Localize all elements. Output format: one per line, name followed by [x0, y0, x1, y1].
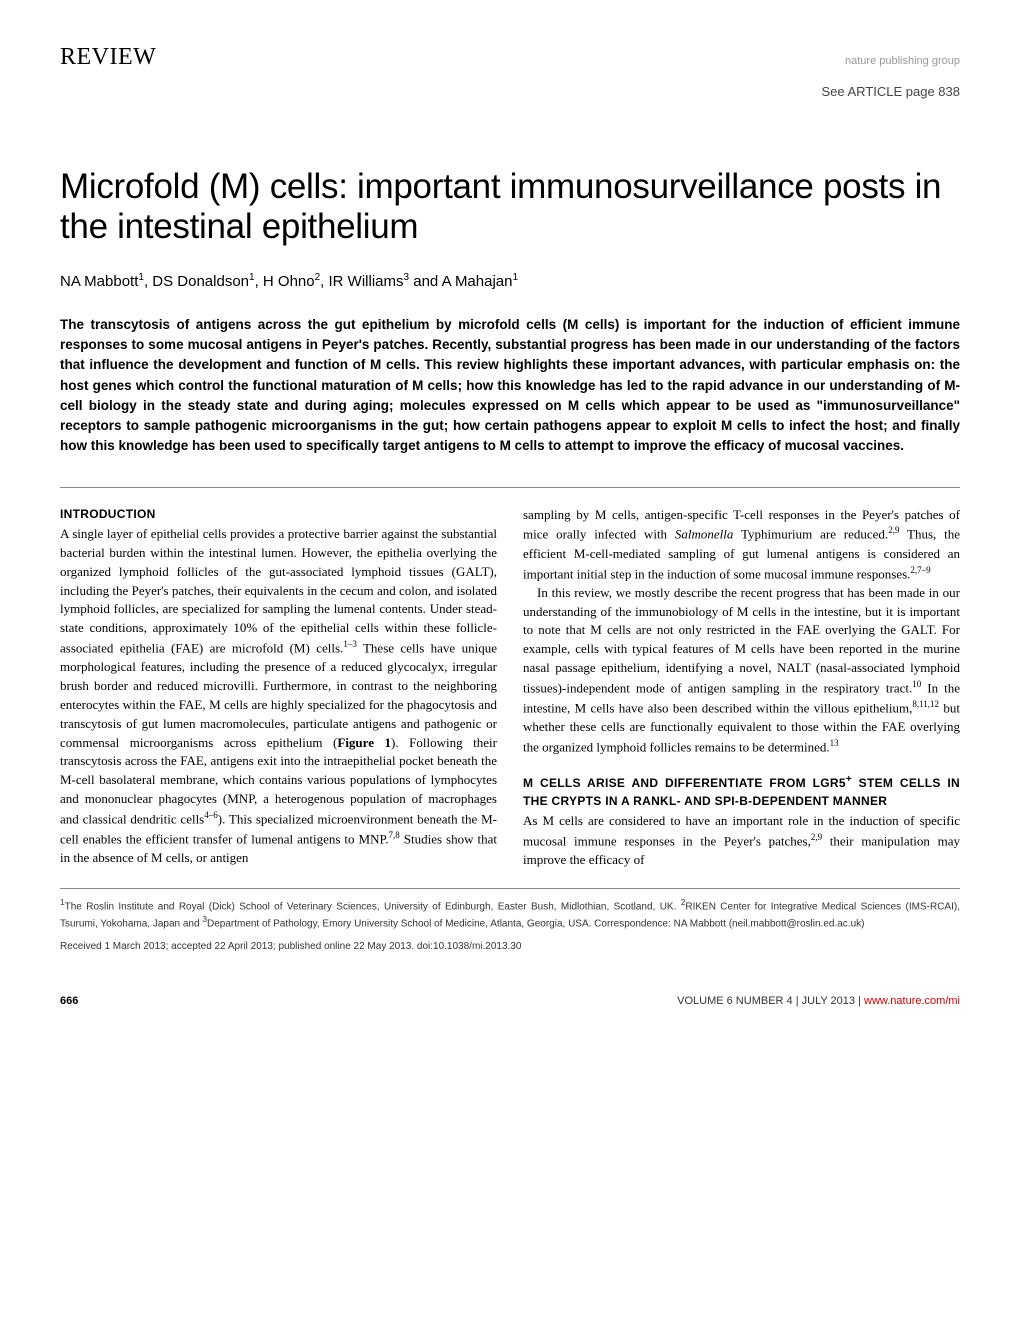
abstract: The transcytosis of antigens across the …: [60, 315, 960, 457]
volume-issue: VOLUME 6 NUMBER 4 | JULY 2013 | www.natu…: [677, 994, 960, 1010]
intro-paragraph-cont: sampling by M cells, antigen-specific T-…: [523, 506, 960, 584]
section-label: REVIEW: [60, 40, 156, 75]
section-2-heading: M CELLS ARISE AND DIFFERENTIATE FROM LGR…: [523, 773, 960, 810]
authors-line: NA Mabbott1, DS Donaldson1, H Ohno2, IR …: [60, 271, 960, 293]
page-footer: 666 VOLUME 6 NUMBER 4 | JULY 2013 | www.…: [60, 994, 960, 1010]
received-line: Received 1 March 2013; accepted 22 April…: [60, 940, 960, 955]
section-2-paragraph-1: As M cells are considered to have an imp…: [523, 812, 960, 870]
intro-paragraph-2: In this review, we mostly describe the r…: [523, 584, 960, 758]
body-columns: INTRODUCTION A single layer of epithelia…: [60, 506, 960, 870]
column-left: INTRODUCTION A single layer of epithelia…: [60, 506, 497, 870]
abstract-rule: [60, 487, 960, 488]
intro-paragraph-1: A single layer of epithelial cells provi…: [60, 525, 497, 868]
article-title: Microfold (M) cells: important immunosur…: [60, 167, 960, 248]
intro-heading: INTRODUCTION: [60, 506, 497, 523]
see-article-link[interactable]: See ARTICLE page 838: [60, 83, 960, 102]
page-number: 666: [60, 994, 78, 1010]
affiliations: 1The Roslin Institute and Royal (Dick) S…: [60, 888, 960, 932]
column-right: sampling by M cells, antigen-specific T-…: [523, 506, 960, 870]
publisher-label: nature publishing group: [845, 54, 960, 70]
